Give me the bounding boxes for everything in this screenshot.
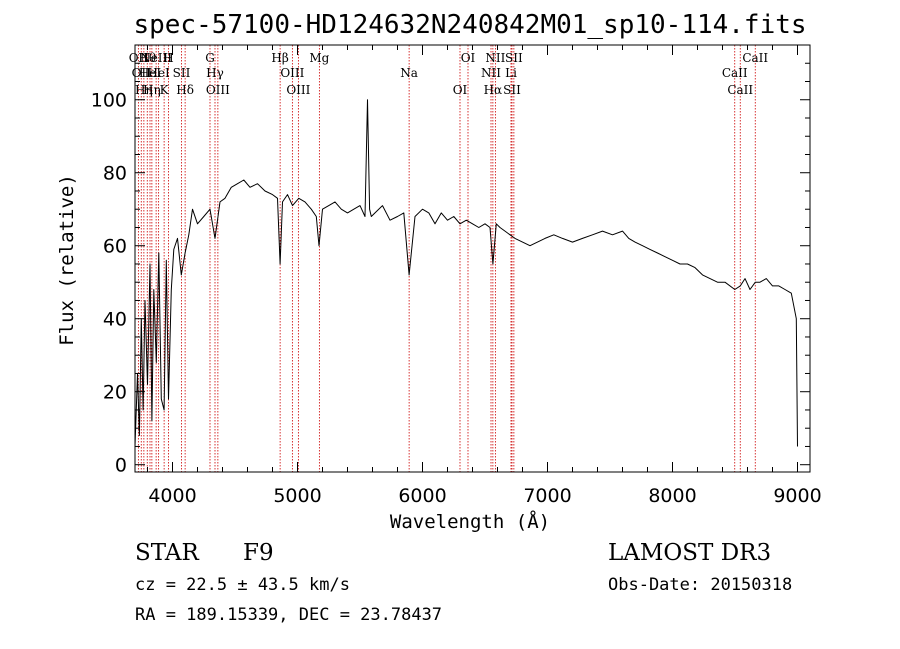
line-marker-label: H xyxy=(163,51,173,65)
line-marker-label: Hη xyxy=(135,83,153,97)
y-tick-label: 0 xyxy=(115,455,127,477)
line-marker-label: Hθ xyxy=(138,51,156,65)
line-marker-label: OII xyxy=(132,66,152,80)
line-marker-label: Hα xyxy=(484,83,503,97)
x-tick-label: 9000 xyxy=(773,485,821,507)
line-marker-label: Hγ xyxy=(206,66,224,80)
y-axis: 0 20 40 60 80 100 xyxy=(91,62,810,477)
x-axis: 4000 5000 6000 7000 8000 9000 xyxy=(147,45,822,507)
plot-frame xyxy=(134,44,811,473)
series-group xyxy=(134,99,798,447)
line-marker-label: Na xyxy=(400,66,418,80)
line-marker-label: HeI xyxy=(139,66,162,80)
line-marker-label: CaII xyxy=(722,66,748,80)
object-class: STAR xyxy=(135,540,199,566)
line-marker-label: CaII xyxy=(742,51,768,65)
line-marker-label: SII xyxy=(503,83,521,97)
obs-date: Obs-Date: 20150318 xyxy=(608,575,792,595)
line-marker-group xyxy=(137,45,756,472)
y-tick-label: 100 xyxy=(91,90,127,112)
line-marker-label: K xyxy=(160,83,170,97)
line-marker-label: NII xyxy=(481,66,501,80)
x-tick-label: 5000 xyxy=(273,485,321,507)
line-marker-label: OIII xyxy=(206,83,230,97)
chart-title: spec-57100-HD124632N240842M01_sp10-114.f… xyxy=(133,10,806,40)
x-tick-label: 6000 xyxy=(398,485,446,507)
line-marker-label: OI xyxy=(461,51,476,65)
y-axis-label: Flux (relative) xyxy=(56,174,78,346)
line-label-group: OIIOIIHηHθHeIHηNeIIIHeIKHSIIHδGHγOIIIHβO… xyxy=(129,51,769,97)
line-marker-label: OII xyxy=(129,51,149,65)
coordinates: RA = 189.15339, DEC = 23.78437 xyxy=(135,605,442,625)
y-tick-label: 40 xyxy=(103,309,127,331)
line-marker-label: Hδ xyxy=(176,83,194,97)
line-marker-label: SII xyxy=(173,66,191,80)
line-marker-label: Hβ xyxy=(271,51,288,65)
y-tick-label: 20 xyxy=(103,382,127,404)
x-tick-label: 7000 xyxy=(523,485,571,507)
line-marker-label: Hη xyxy=(143,83,161,97)
line-marker-label: OIII xyxy=(286,83,310,97)
x-tick-label: 4000 xyxy=(148,485,196,507)
y-tick-label: 80 xyxy=(103,163,127,185)
spectrum-line xyxy=(134,99,798,447)
x-tick-label: 8000 xyxy=(648,485,696,507)
x-axis-label: Wavelength (Å) xyxy=(390,510,550,533)
line-marker-label: CaII xyxy=(727,83,753,97)
line-marker-label: Li xyxy=(505,66,517,80)
redshift-text: cz = 22.5 ± 43.5 km/s xyxy=(135,575,350,595)
object-subclass: F9 xyxy=(243,540,274,566)
line-marker-label: OIII xyxy=(280,66,304,80)
line-marker-label: Mg xyxy=(309,51,329,65)
y-tick-label: 60 xyxy=(103,236,127,258)
survey-name: LAMOST DR3 xyxy=(608,540,771,566)
line-marker-label: NeIII xyxy=(140,51,172,65)
line-marker-label: SII xyxy=(505,51,523,65)
line-marker-label: G xyxy=(205,51,215,65)
line-marker-label: NII xyxy=(485,51,505,65)
line-marker-label: OI xyxy=(453,83,468,97)
line-marker-label: HeI xyxy=(147,66,170,80)
